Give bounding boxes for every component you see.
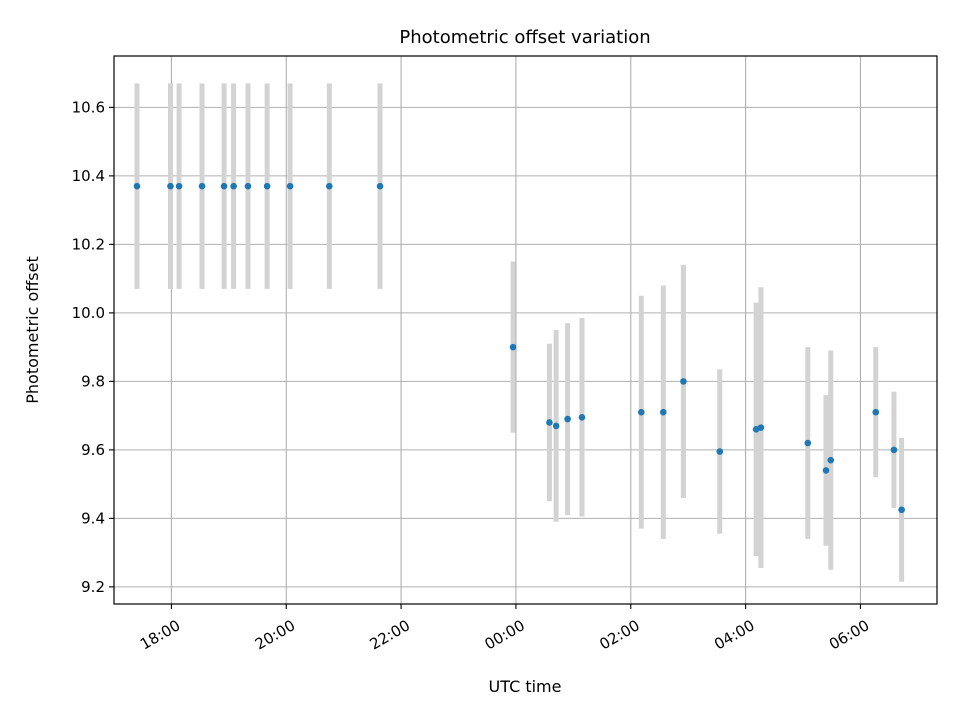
chart-title: Photometric offset variation (399, 27, 650, 48)
data-point (578, 414, 586, 421)
data-point (220, 182, 228, 190)
data-point (286, 182, 294, 190)
data-point (546, 419, 553, 426)
data-point (757, 424, 765, 431)
data-point (564, 415, 571, 423)
data-point (326, 182, 333, 190)
y-axis-ticks: 9.2 9.4 9.6 9.8 10.0 10.2 10.4 10.6 (72, 98, 114, 596)
data-point (376, 182, 384, 190)
data-point (898, 506, 905, 514)
data-points (133, 182, 905, 514)
y-tick-label: 9.6 (81, 441, 105, 459)
data-point (680, 378, 687, 385)
y-tick-label: 10.4 (72, 167, 105, 185)
data-point (167, 182, 174, 190)
data-point (230, 182, 237, 190)
data-point (552, 422, 560, 430)
data-point (244, 182, 252, 190)
y-tick-label: 10.6 (72, 98, 105, 116)
y-tick-label: 9.4 (81, 509, 105, 527)
y-tick-label: 10.0 (72, 304, 105, 322)
data-point (637, 408, 645, 416)
data-point (175, 182, 183, 190)
y-tick-label: 9.2 (81, 578, 105, 596)
data-point (509, 343, 517, 351)
y-axis-title: Photometric offset (23, 256, 42, 404)
y-tick-label: 9.8 (81, 372, 105, 390)
data-point (890, 446, 898, 454)
data-point (263, 182, 271, 190)
data-point (198, 182, 206, 190)
data-point (133, 182, 141, 190)
data-point (804, 439, 812, 447)
grid-lines (114, 56, 937, 604)
data-point (822, 467, 830, 474)
y-tick-label: 10.2 (72, 235, 105, 253)
x-axis-title: UTC time (489, 677, 562, 696)
data-point (660, 408, 667, 416)
data-point (827, 456, 835, 464)
data-point (872, 408, 880, 416)
plot-frame (113, 55, 938, 605)
data-point (716, 448, 724, 455)
